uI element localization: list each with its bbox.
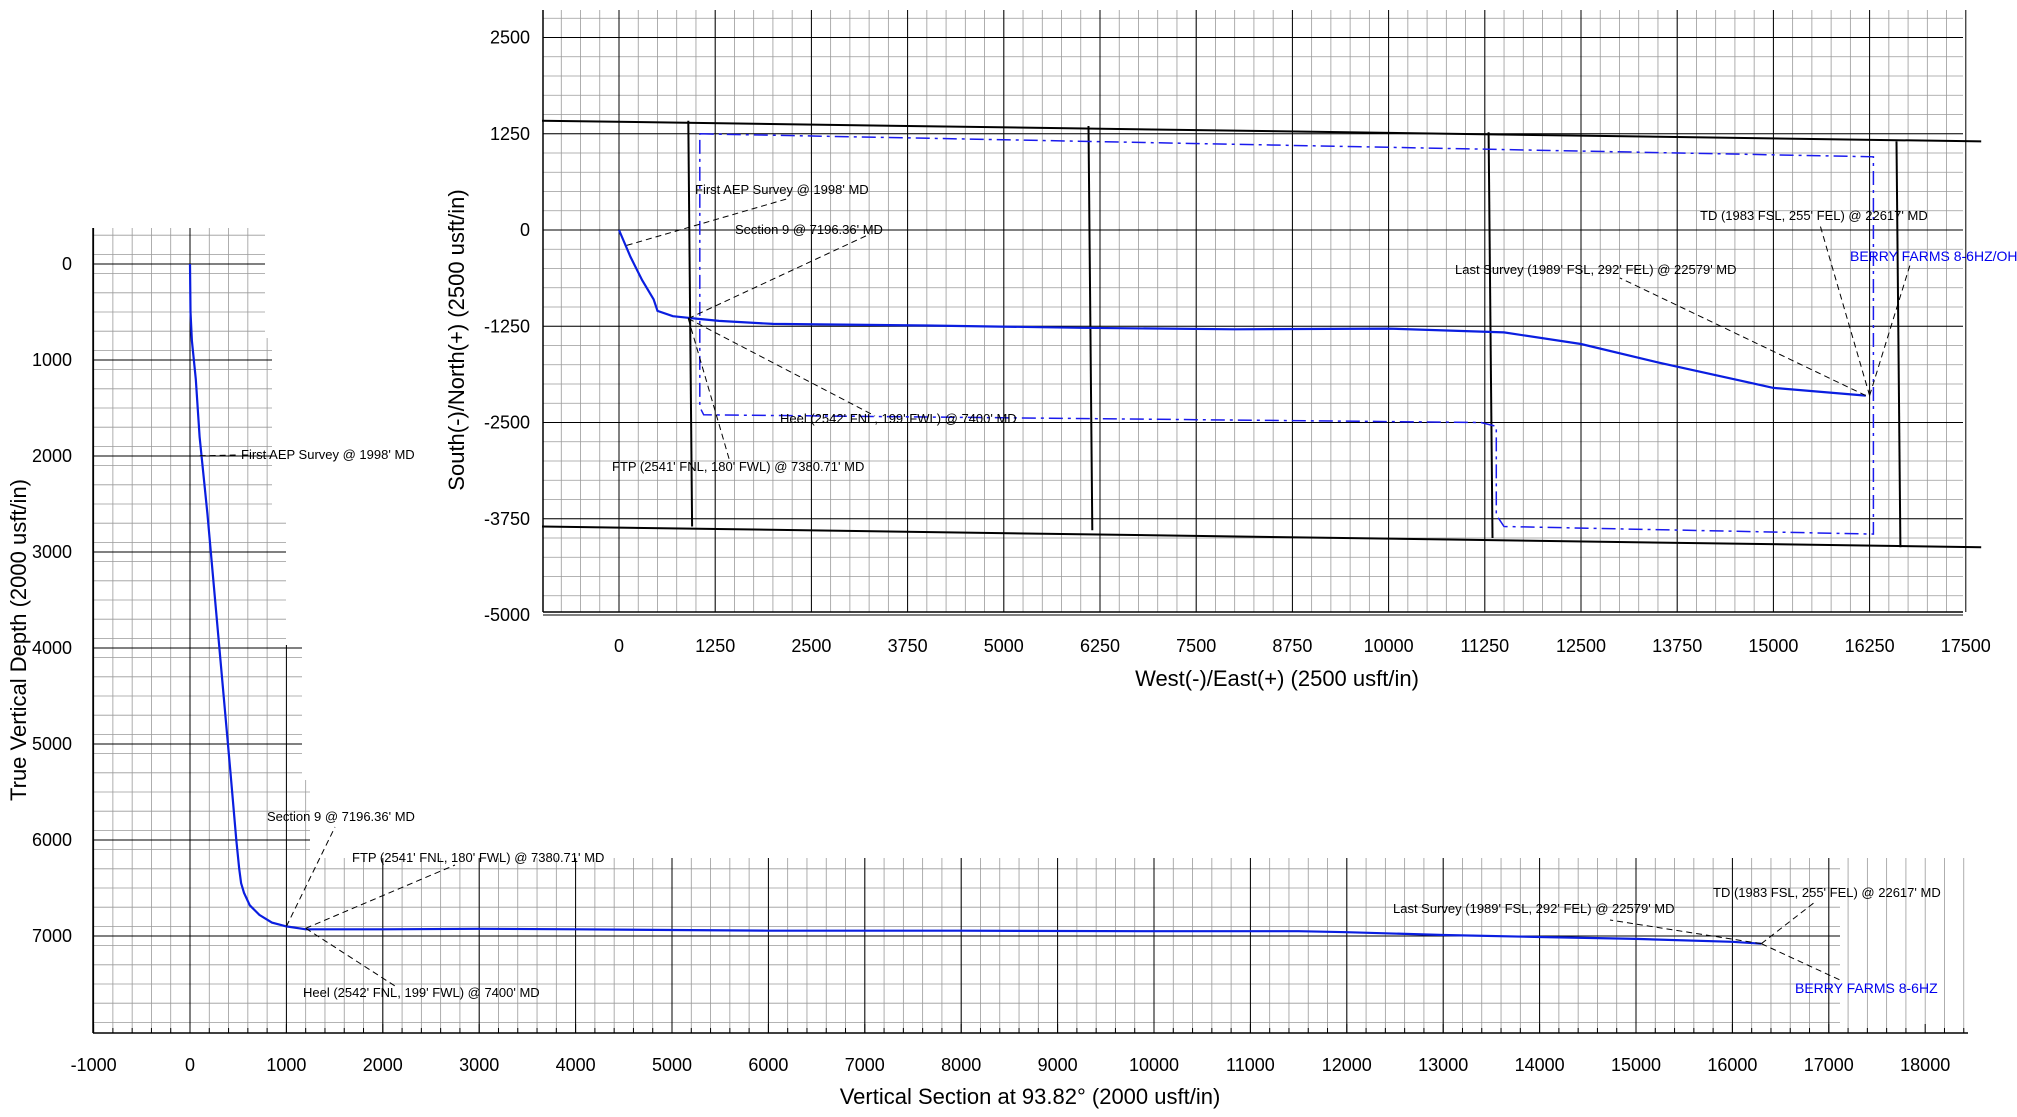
plan-x-tick-label: 10000 bbox=[1364, 636, 1414, 656]
plan-x-tick-label: 2500 bbox=[791, 636, 831, 656]
vs-annotation-leader bbox=[285, 826, 336, 927]
vs-annotation-leader bbox=[1609, 919, 1762, 945]
vs-x-tick-label: 13000 bbox=[1418, 1055, 1468, 1075]
plan-x-axis-title: West(-)/East(+) (2500 usft/in) bbox=[1135, 666, 1419, 691]
plan-y-axis-title: South(-)/North(+) (2500 usft/in) bbox=[444, 189, 469, 490]
vs-y-tick-label: 2000 bbox=[32, 446, 72, 466]
vs-x-tick-label: 6000 bbox=[748, 1055, 788, 1075]
vs-x-tick-label: 18000 bbox=[1900, 1055, 1950, 1075]
plan-x-tick-label: 15000 bbox=[1748, 636, 1798, 656]
vs-x-tick-label: 10000 bbox=[1129, 1055, 1179, 1075]
vs-annotation-label: First AEP Survey @ 1998' MD bbox=[241, 447, 415, 462]
vs-annotation-leader bbox=[199, 454, 239, 457]
plan-annotation-label: BERRY FARMS 8-6HZ/OH bbox=[1850, 248, 2017, 264]
plan-annotation-leader bbox=[688, 318, 876, 417]
plan-y-tick-label: -5000 bbox=[484, 605, 530, 625]
plan-annotation-leader bbox=[687, 318, 731, 463]
section-boundary-line bbox=[1895, 141, 1902, 548]
vs-x-axis-title: Vertical Section at 93.82° (2000 usft/in… bbox=[840, 1084, 1221, 1109]
plan-x-tick-label: 11250 bbox=[1460, 636, 1509, 656]
plan-x-tick-label: 17500 bbox=[1941, 636, 1991, 656]
plan-x-tick-label: 6250 bbox=[1080, 636, 1120, 656]
plan-x-tick-label: 5000 bbox=[984, 636, 1024, 656]
vs-annotation-label: FTP (2541' FNL, 180' FWL) @ 7380.71' MD bbox=[352, 850, 604, 865]
plan-x-tick-label: 0 bbox=[614, 636, 624, 656]
vs-annotation-label: Section 9 @ 7196.36' MD bbox=[267, 809, 415, 824]
vs-wellbore-line bbox=[188, 263, 1762, 945]
plan-annotation-label: Section 9 @ 7196.36' MD bbox=[735, 222, 883, 237]
vs-y-tick-label: 6000 bbox=[32, 830, 72, 850]
plan-x-tick-label: 3750 bbox=[888, 636, 928, 656]
plan-y-tick-label: -2500 bbox=[484, 413, 530, 433]
plan-y-tick-label: 0 bbox=[520, 220, 530, 240]
vs-x-tick-label: 9000 bbox=[1038, 1055, 1078, 1075]
plan-x-tick-label: 7500 bbox=[1176, 636, 1216, 656]
vs-y-tick-label: 7000 bbox=[32, 926, 72, 946]
section-boundary-line bbox=[541, 525, 1982, 549]
vs-annotation-leader bbox=[305, 927, 396, 987]
vs-x-tick-label: 3000 bbox=[459, 1055, 499, 1075]
vs-x-tick-label: 0 bbox=[185, 1055, 195, 1075]
vs-annotation-leader bbox=[1761, 943, 1841, 981]
vs-y-tick-label: 4000 bbox=[32, 638, 72, 658]
plan-y-tick-label: -3750 bbox=[484, 509, 530, 529]
vs-x-tick-label: 16000 bbox=[1707, 1055, 1757, 1075]
plan-annotation-leader bbox=[626, 197, 791, 246]
plan-view-chart: 0 1250 2500 3750 5000 6250 7500 8750 10000 11250 1… bbox=[444, 10, 2017, 691]
plan-annotation-label: Heel (2542' FNL, 199' FWL) @ 7400' MD bbox=[780, 411, 1017, 426]
section-boundary-line bbox=[541, 119, 1982, 143]
plan-annotation-label: TD (1983 FSL, 255' FEL) @ 22617' MD bbox=[1700, 208, 1928, 223]
vs-annotation-label: Last Survey (1989' FSL, 292' FEL) @ 2257… bbox=[1393, 901, 1675, 916]
vs-annotation-label: Heel (2542' FNL, 199' FWL) @ 7400' MD bbox=[303, 985, 540, 1000]
vs-x-tick-label: 14000 bbox=[1515, 1055, 1565, 1075]
vs-x-tick-label: 4000 bbox=[556, 1055, 596, 1075]
plan-x-tick-label: 8750 bbox=[1272, 636, 1312, 656]
vs-y-tick-label: 3000 bbox=[32, 542, 72, 562]
vs-y-tick-label: 0 bbox=[62, 254, 72, 274]
vertical-section-chart: -1000 0 1000 2000 3000 4000 5000 6000 7000 8000 90… bbox=[6, 228, 1968, 1109]
vs-y-tick-label: 1000 bbox=[32, 350, 72, 370]
plan-annotation-label: FTP (2541' FNL, 180' FWL) @ 7380.71' MD bbox=[612, 459, 864, 474]
vs-x-tick-label: 12000 bbox=[1322, 1055, 1372, 1075]
vs-x-tick-label: -1000 bbox=[71, 1055, 117, 1075]
vs-y-tick-label: 5000 bbox=[32, 734, 72, 754]
plan-y-tick-label: 2500 bbox=[490, 28, 530, 48]
plan-annotation-leader bbox=[1619, 277, 1866, 397]
plan-annotation-label: Last Survey (1989' FSL, 292' FEL) @ 2257… bbox=[1455, 262, 1737, 277]
vs-x-tick-label: 11000 bbox=[1226, 1055, 1275, 1075]
plan-y-tick-label: 1250 bbox=[490, 124, 530, 144]
plan-annotation-label: First AEP Survey @ 1998' MD bbox=[695, 182, 869, 197]
plan-annotation-leader bbox=[688, 233, 871, 320]
vs-x-tick-label: 17000 bbox=[1804, 1055, 1854, 1075]
lease-line bbox=[699, 133, 1875, 535]
plan-annotation-leader bbox=[1869, 264, 1911, 396]
vs-x-tick-label: 7000 bbox=[845, 1055, 885, 1075]
vs-x-tick-label: 8000 bbox=[941, 1055, 981, 1075]
plan-wellbore-line bbox=[617, 229, 1866, 397]
vs-annotation-leader bbox=[1761, 901, 1816, 945]
vs-x-tick-label: 5000 bbox=[652, 1055, 692, 1075]
plan-x-tick-label: 1250 bbox=[695, 636, 735, 656]
vs-annotation-leader bbox=[305, 864, 456, 929]
plan-y-tick-label: -1250 bbox=[484, 316, 530, 336]
plan-x-tick-label: 16250 bbox=[1845, 636, 1895, 656]
section-boundary-line bbox=[1487, 132, 1494, 539]
vs-x-tick-label: 15000 bbox=[1611, 1055, 1661, 1075]
vs-x-tick-label: 2000 bbox=[363, 1055, 403, 1075]
vs-annotation-label: TD (1983 FSL, 255' FEL) @ 22617' MD bbox=[1713, 885, 1941, 900]
vs-y-axis-title: True Vertical Depth (2000 usft/in) bbox=[6, 479, 31, 801]
vs-x-tick-label: 1000 bbox=[266, 1055, 306, 1075]
vs-annotation-label: BERRY FARMS 8-6HZ bbox=[1795, 980, 1938, 996]
plan-plot-area bbox=[543, 10, 1963, 612]
plan-x-tick-label: 12500 bbox=[1556, 636, 1606, 656]
plan-x-tick-label: 13750 bbox=[1652, 636, 1702, 656]
